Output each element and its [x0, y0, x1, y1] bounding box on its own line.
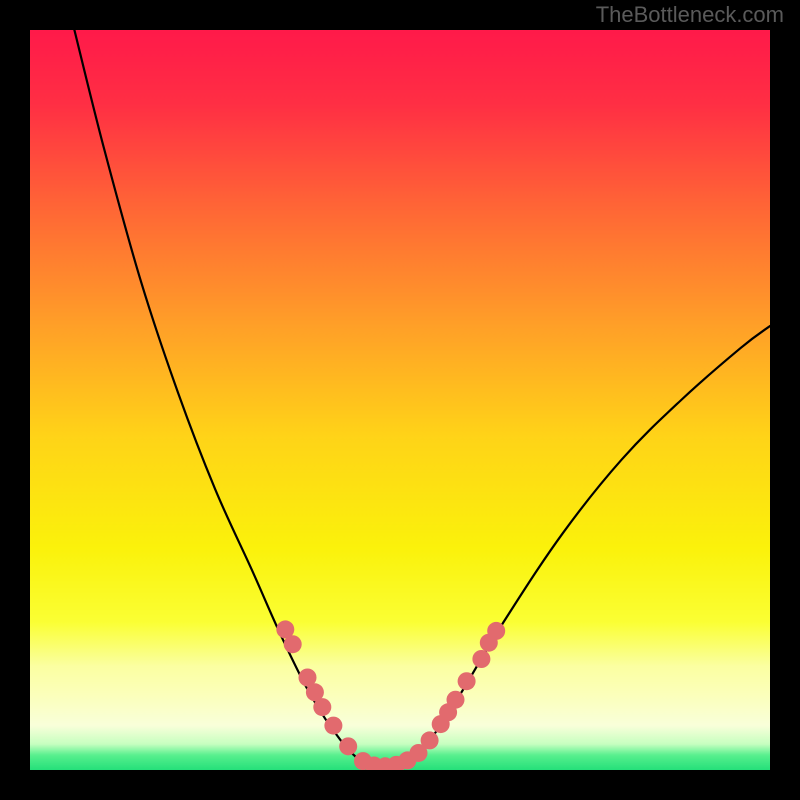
data-markers	[276, 620, 505, 770]
data-marker	[472, 650, 490, 668]
data-marker	[447, 691, 465, 709]
data-marker	[487, 622, 505, 640]
data-marker	[458, 672, 476, 690]
data-marker	[313, 698, 331, 716]
data-marker	[339, 737, 357, 755]
plot-area	[30, 30, 770, 770]
data-marker	[284, 635, 302, 653]
data-marker	[421, 731, 439, 749]
watermark-text: TheBottleneck.com	[596, 2, 784, 28]
chart-svg	[30, 30, 770, 770]
bottleneck-curve	[74, 30, 770, 768]
data-marker	[324, 717, 342, 735]
